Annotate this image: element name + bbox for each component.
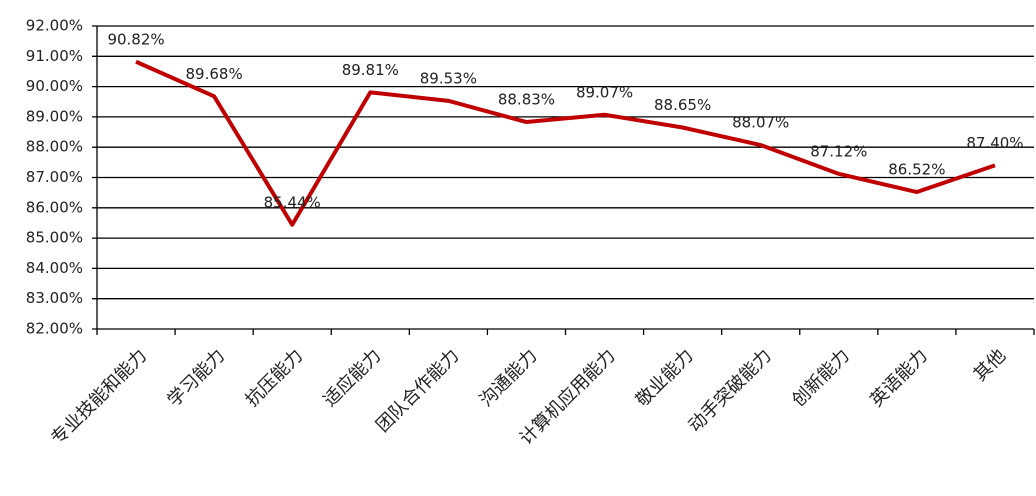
value-label: 86.52% (888, 161, 945, 179)
y-tick-label: 91.00% (26, 47, 83, 65)
x-tick-label: 创新能力 (788, 345, 854, 411)
x-tick-label: 学习能力 (163, 345, 229, 411)
x-tick-label: 团队合作能力 (372, 345, 463, 436)
value-label: 89.07% (576, 83, 633, 101)
x-tick-label: 专业技能和能力 (47, 345, 151, 449)
value-label: 88.83% (498, 91, 555, 109)
y-tick-label: 87.00% (26, 168, 83, 186)
y-tick-label: 90.00% (26, 77, 83, 95)
value-label: 87.12% (810, 142, 867, 160)
value-label: 88.65% (654, 96, 711, 114)
x-tick-label: 其他 (970, 345, 1010, 385)
value-label: 89.68% (186, 65, 243, 83)
value-label: 88.07% (732, 114, 789, 132)
y-tick-label: 82.00% (26, 320, 83, 338)
y-tick-label: 85.00% (26, 229, 83, 247)
y-tick-label: 84.00% (26, 259, 83, 277)
x-tick-label: 敬业能力 (632, 345, 698, 411)
y-tick-label: 92.00% (26, 17, 83, 35)
value-label: 89.53% (420, 69, 477, 87)
x-tick-label: 英语能力 (866, 345, 932, 411)
value-label: 85.44% (264, 193, 321, 211)
x-tick-label: 沟通能力 (476, 345, 542, 411)
x-tick-label: 抗压能力 (242, 345, 308, 411)
y-tick-label: 83.00% (26, 289, 83, 307)
x-tick-label: 动手突破能力 (685, 345, 776, 436)
y-tick-label: 89.00% (26, 107, 83, 125)
value-label: 90.82% (107, 30, 164, 48)
y-tick-label: 86.00% (26, 198, 83, 216)
value-label: 87.40% (966, 134, 1023, 152)
line (135, 59, 996, 227)
x-tick-label: 适应能力 (320, 345, 386, 411)
y-tick-label: 88.00% (26, 138, 83, 156)
value-label: 89.81% (342, 61, 399, 79)
